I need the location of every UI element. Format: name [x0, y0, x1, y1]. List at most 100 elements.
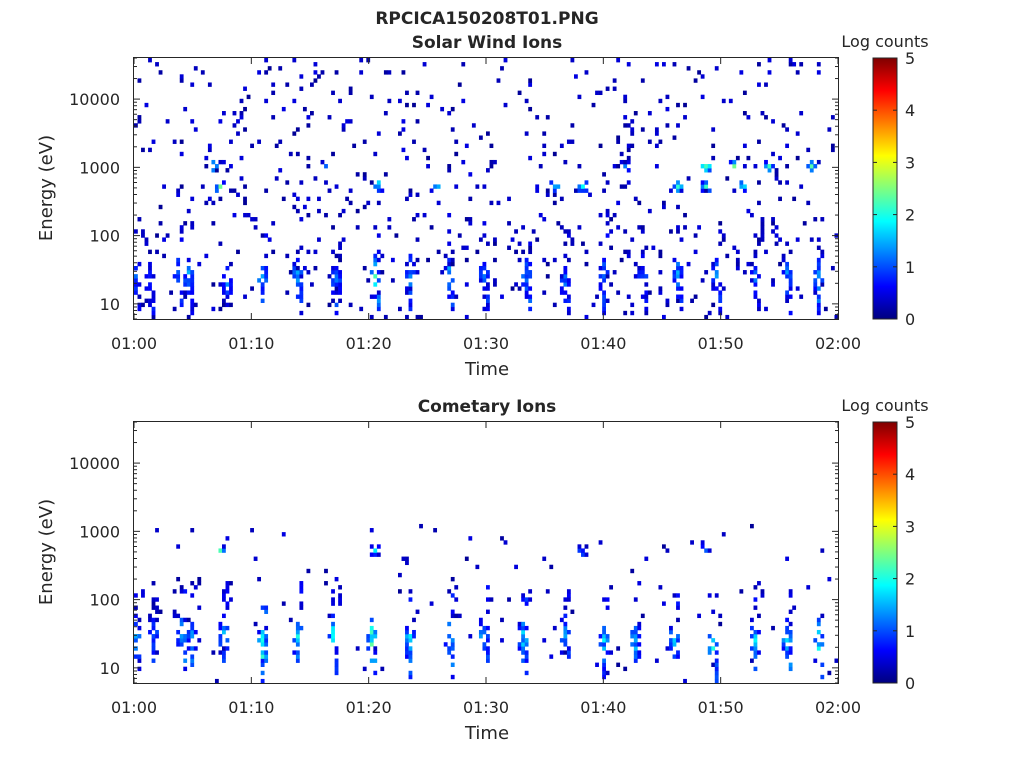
heatmap-cell: [753, 265, 758, 271]
heatmap-cell: [179, 225, 184, 230]
heatmap-cell: [334, 310, 339, 316]
heatmap-cell: [218, 621, 223, 627]
heatmap-cell: [334, 70, 339, 75]
heatmap-cell: [707, 646, 712, 651]
heatmap-cell: [398, 306, 402, 312]
heatmap-cell: [676, 123, 680, 128]
heatmap-cell: [563, 159, 568, 165]
heatmap-cell: [486, 650, 490, 655]
heatmap-cell: [771, 164, 775, 169]
heatmap-cell: [352, 143, 357, 149]
heatmap-cell: [373, 629, 378, 635]
heatmap-cell: [179, 298, 184, 303]
heatmap-cell: [373, 650, 378, 655]
heatmap-cell: [750, 658, 754, 663]
heatmap-cell: [292, 192, 297, 197]
heatmap-cell: [454, 597, 459, 602]
heatmap-cell: [415, 90, 420, 96]
heatmap-cell: [711, 155, 716, 161]
heatmap-cell: [295, 274, 300, 279]
heatmap-cell: [412, 102, 416, 108]
heatmap-cell: [447, 111, 452, 116]
heatmap-cell: [412, 139, 416, 144]
heatmap-cell: [559, 286, 564, 291]
heatmap-cell: [556, 184, 561, 189]
heatmap-cell: [401, 127, 406, 132]
heatmap-cell: [563, 642, 568, 647]
heatmap-cell: [633, 654, 638, 659]
heatmap-cell: [373, 257, 378, 263]
heatmap-cell: [193, 66, 198, 71]
heatmap-cell: [306, 155, 311, 161]
heatmap-cell: [760, 225, 765, 230]
heatmap-cell: [134, 634, 138, 639]
heatmap-cell: [366, 638, 371, 643]
heatmap-cell: [619, 159, 624, 165]
heatmap-cell: [566, 593, 571, 598]
heatmap-cell: [369, 180, 374, 185]
heatmap-cell: [602, 188, 606, 193]
heatmap-cell: [792, 196, 797, 202]
colorbar-tick-label: 5: [905, 49, 915, 68]
heatmap-cell: [447, 294, 452, 299]
heatmap-cell: [830, 115, 835, 120]
x-axis-label-solar-wind: Time: [464, 359, 509, 380]
heatmap-cell: [450, 278, 455, 283]
heatmap-cell: [757, 62, 761, 67]
heatmap-cell: [605, 212, 610, 218]
heatmap-cell: [450, 609, 455, 614]
heatmap-cell: [412, 261, 416, 267]
heatmap-cell: [486, 634, 490, 639]
heatmap-cell: [535, 237, 540, 242]
heatmap-cell: [486, 302, 490, 308]
heatmap-cell: [704, 180, 709, 185]
heatmap-cell: [222, 282, 226, 287]
colorbar-tick-label: 2: [905, 570, 915, 589]
heatmap-cell: [204, 200, 209, 206]
heatmap-cell: [190, 593, 195, 598]
heatmap-cell: [757, 200, 761, 206]
heatmap-cell: [612, 164, 617, 169]
heatmap-cell: [813, 164, 818, 169]
heatmap-cell: [735, 257, 740, 263]
heatmap-cell: [141, 589, 145, 594]
heatmap-cell: [753, 290, 758, 295]
heatmap-cell: [764, 82, 768, 87]
heatmap-cell: [521, 274, 526, 279]
heatmap-cell: [591, 102, 596, 108]
heatmap-cell: [222, 111, 226, 116]
heatmap-cell: [570, 241, 575, 246]
heatmap-cell: [816, 306, 821, 312]
heatmap-cell: [707, 168, 712, 173]
heatmap-cell: [218, 119, 223, 124]
heatmap-cell: [362, 139, 367, 144]
heatmap-cell: [190, 119, 195, 124]
heatmap-cell: [602, 629, 606, 635]
heatmap-cell: [295, 257, 300, 263]
heatmap-cell: [260, 274, 265, 279]
heatmap-cell: [450, 654, 455, 659]
heatmap-cell: [405, 290, 409, 295]
heatmap-cell: [179, 638, 184, 643]
heatmap-cell: [408, 270, 413, 275]
heatmap-cell: [598, 241, 603, 246]
heatmap-cell: [447, 265, 452, 271]
heatmap-cell: [644, 290, 649, 295]
y-tick-label: 10: [100, 295, 120, 314]
heatmap-cell: [788, 62, 793, 67]
heatmap-cell: [788, 629, 793, 635]
heatmap-cell: [331, 629, 335, 635]
heatmap-cell: [760, 217, 765, 222]
heatmap-cell: [302, 204, 307, 210]
colorbar-label-solar-wind: Log counts: [841, 32, 928, 51]
heatmap-cell: [398, 131, 402, 136]
heatmap-cell: [714, 678, 719, 684]
heatmap-cell: [669, 646, 673, 651]
heatmap-cell: [630, 629, 635, 635]
heatmap-cell: [253, 217, 258, 222]
heatmap-cell: [176, 638, 181, 643]
heatmap-cell: [760, 589, 765, 594]
heatmap-cell: [366, 278, 371, 283]
heatmap-cell: [679, 184, 684, 189]
